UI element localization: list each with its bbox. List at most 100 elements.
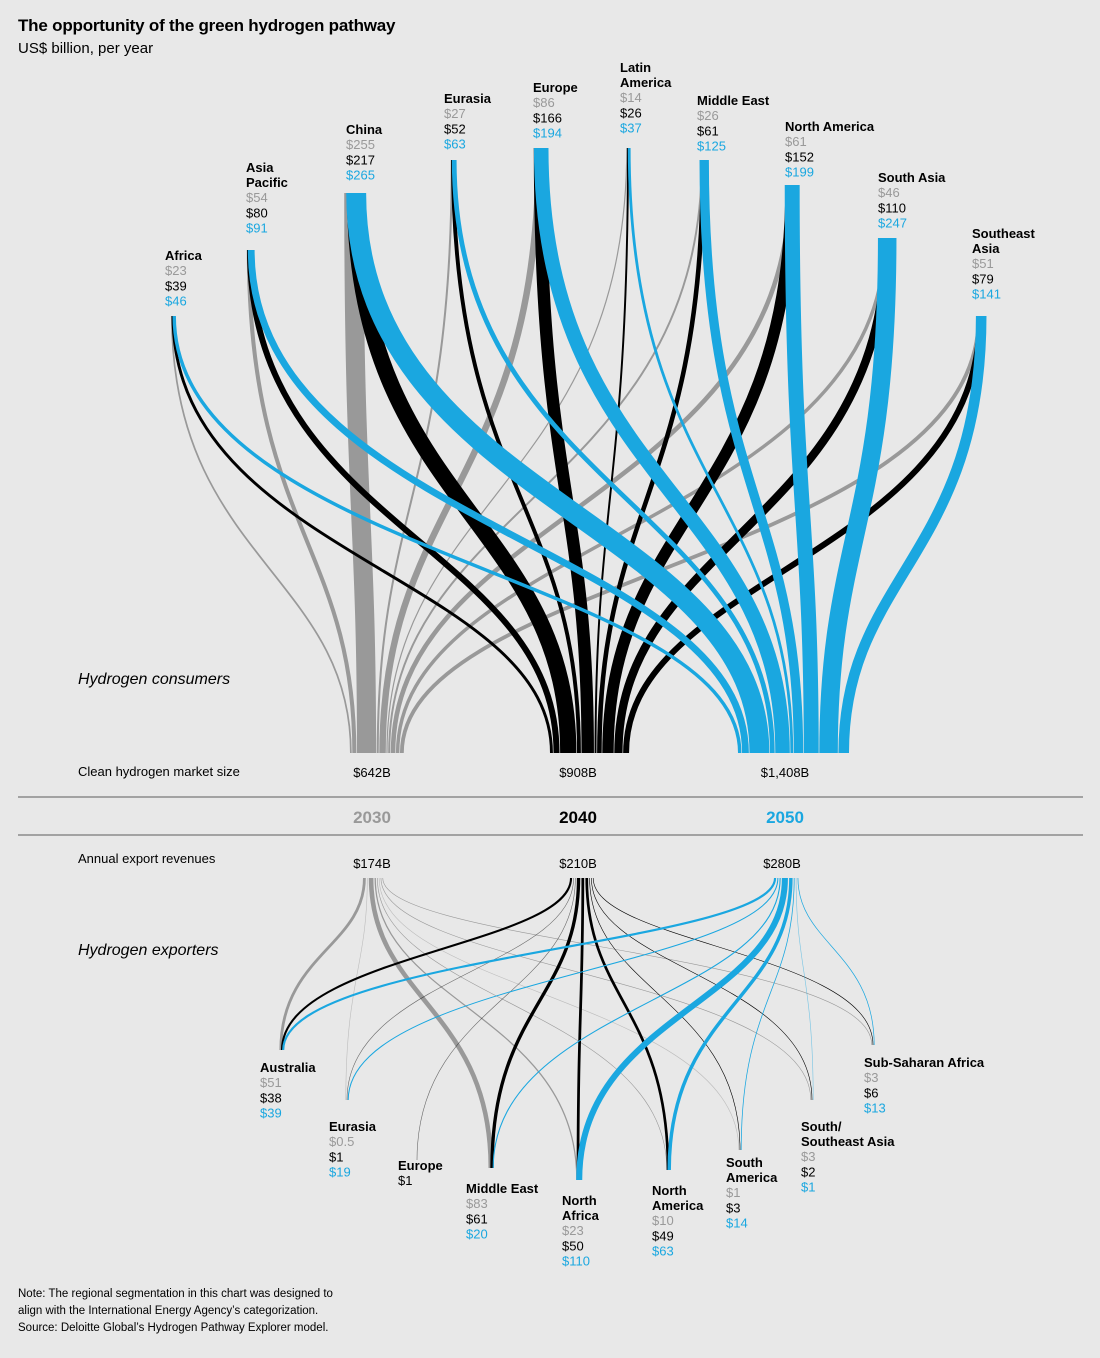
exporter-flow-middle-east-2030 xyxy=(368,877,494,1169)
exporter-flow-north-africa-2030 xyxy=(374,877,578,1181)
exporter-value-south-america-2030: $1 xyxy=(726,1185,740,1200)
consumer-flow-china-2040 xyxy=(346,192,577,754)
exporter-value-eurasia-2040: $1 xyxy=(329,1149,343,1164)
consumer-value-south-asia-2050: $247 xyxy=(878,216,907,231)
consumer-flow-europe-2050 xyxy=(533,147,790,754)
consumer-name-latin-america: America xyxy=(620,75,672,90)
consumer-flow-africa-2030 xyxy=(170,315,352,754)
consumer-value-europe-2030: $86 xyxy=(533,95,555,110)
exporter-flows xyxy=(279,877,875,1181)
consumer-value-south-asia-2040: $110 xyxy=(878,200,906,215)
consumer-name-africa: Africa xyxy=(165,248,203,263)
consumer-flow-north-america-2050 xyxy=(784,184,819,754)
market-total-2040: $908B xyxy=(559,765,597,780)
exporter-name-eurasia: Eurasia xyxy=(329,1119,377,1134)
export-revenue-label: Annual export revenues xyxy=(78,851,216,866)
exporter-flow-north-africa-2050 xyxy=(576,877,788,1181)
consumer-flow-north-america-2030 xyxy=(390,184,793,754)
consumer-name-asia-pacific: Asia xyxy=(246,160,274,175)
consumer-value-latin-america-2040: $26 xyxy=(620,105,642,120)
exporter-flow-south-america-2050 xyxy=(740,877,795,1151)
consumer-value-europe-2040: $166 xyxy=(533,110,562,125)
consumer-flow-asia-pacific-2050 xyxy=(247,249,749,754)
consumer-flow-latin-america-2040 xyxy=(594,147,629,754)
consumer-flow-eurasia-2040 xyxy=(451,159,581,754)
consumer-value-south-asia-2030: $46 xyxy=(878,185,900,200)
exporter-name-north-africa: North xyxy=(562,1193,597,1208)
consumer-value-africa-2040: $39 xyxy=(165,278,187,293)
consumer-value-asia-pacific-2030: $54 xyxy=(246,190,268,205)
year-2030: 2030 xyxy=(353,808,391,827)
note-text: Note: The regional segmentation in this … xyxy=(18,1288,333,1317)
consumer-value-china-2050: $265 xyxy=(346,168,375,183)
consumer-value-middle-east-2040: $61 xyxy=(697,123,719,138)
consumer-flow-china-2050 xyxy=(346,192,770,754)
consumer-value-eurasia-2030: $27 xyxy=(444,106,466,121)
consumer-value-middle-east-2030: $26 xyxy=(697,108,719,123)
exporter-flow-north-america-2050 xyxy=(667,877,793,1171)
export-total-2050: $280B xyxy=(763,856,801,871)
year-2050: 2050 xyxy=(766,808,804,827)
exporter-value-australia-2030: $51 xyxy=(260,1075,282,1090)
consumer-flow-europe-2030 xyxy=(379,147,543,754)
consumer-value-asia-pacific-2040: $80 xyxy=(246,205,268,220)
consumer-value-middle-east-2050: $125 xyxy=(697,139,726,154)
consumer-value-north-america-2030: $61 xyxy=(785,134,807,149)
exporter-flow-australia-2040 xyxy=(280,877,573,1051)
exporter-flow-eurasia-2040 xyxy=(346,877,574,1101)
exporter-name-middle-east: Middle East xyxy=(466,1181,539,1196)
exporter-flow-north-america-2030 xyxy=(377,877,668,1171)
consumer-value-asia-pacific-2050: $91 xyxy=(246,221,268,236)
consumer-flow-middle-east-2050 xyxy=(699,159,804,754)
exporter-flow-australia-2030 xyxy=(279,877,366,1051)
exporter-flow-middle-east-2050 xyxy=(492,877,781,1169)
export-total-2030: $174B xyxy=(353,856,391,871)
exporter-value-sub-saharan-africa-2040: $6 xyxy=(864,1085,878,1100)
exporter-flow-sub-saharan-africa-2050 xyxy=(797,877,875,1046)
consumer-value-eurasia-2050: $63 xyxy=(444,137,466,152)
consumer-flow-africa-2040 xyxy=(171,315,553,754)
consumer-flow-asia-pacific-2040 xyxy=(247,249,560,754)
exporter-name-north-america: America xyxy=(652,1198,704,1213)
exporters-section-label: Hydrogen exporters xyxy=(78,942,219,959)
year-2040: 2040 xyxy=(559,808,597,827)
consumer-flow-southeast-asia-2050 xyxy=(838,315,987,754)
exporter-name-north-america: North xyxy=(652,1183,687,1198)
exporter-value-north-america-2040: $49 xyxy=(652,1228,674,1243)
exporter-value-north-africa-2030: $23 xyxy=(562,1223,584,1238)
exporter-name-south-southeast-asia: Southeast Asia xyxy=(801,1134,895,1149)
consumer-value-china-2030: $255 xyxy=(346,137,375,152)
consumer-value-latin-america-2030: $14 xyxy=(620,90,642,105)
exporter-flow-south-southeast-asia-2040 xyxy=(591,877,813,1101)
exporter-name-south-southeast-asia: South/ xyxy=(801,1119,842,1134)
exporter-value-middle-east-2050: $20 xyxy=(466,1227,488,1242)
exporter-value-europe-2040: $1 xyxy=(398,1173,412,1188)
consumer-flow-north-america-2040 xyxy=(602,184,797,754)
consumer-value-southeast-asia-2050: $141 xyxy=(972,287,1001,302)
chart-title: The opportunity of the green hydrogen pa… xyxy=(18,16,396,35)
exporter-value-north-africa-2050: $110 xyxy=(562,1254,590,1269)
consumer-value-eurasia-2040: $52 xyxy=(444,121,466,136)
exporter-value-eurasia-2050: $19 xyxy=(329,1165,351,1180)
exporter-value-north-america-2050: $63 xyxy=(652,1244,674,1259)
exporter-flow-south-america-2030 xyxy=(378,877,740,1151)
consumer-name-southeast-asia: Asia xyxy=(972,241,1000,256)
chart-subtitle: US$ billion, per year xyxy=(18,40,154,57)
consumer-flow-southeast-asia-2030 xyxy=(399,315,981,754)
exporter-name-south-america: America xyxy=(726,1170,778,1185)
exporter-value-middle-east-2030: $83 xyxy=(466,1196,488,1211)
consumer-name-north-america: North America xyxy=(785,119,875,134)
exporter-flow-middle-east-2040 xyxy=(490,877,581,1169)
consumer-flow-middle-east-2040 xyxy=(597,159,706,754)
consumer-flow-china-2030 xyxy=(344,192,377,754)
consumer-flows xyxy=(170,147,987,754)
consumer-name-latin-america: Latin xyxy=(620,60,651,75)
chart-note: Note: The regional segmentation in this … xyxy=(18,1286,348,1337)
exporter-flow-eurasia-2030 xyxy=(345,877,368,1101)
consumer-flow-latin-america-2050 xyxy=(627,147,794,754)
exporter-flow-eurasia-2050 xyxy=(347,877,779,1101)
consumer-value-southeast-asia-2040: $79 xyxy=(972,271,994,286)
exporter-flow-europe-2040 xyxy=(416,877,576,1161)
